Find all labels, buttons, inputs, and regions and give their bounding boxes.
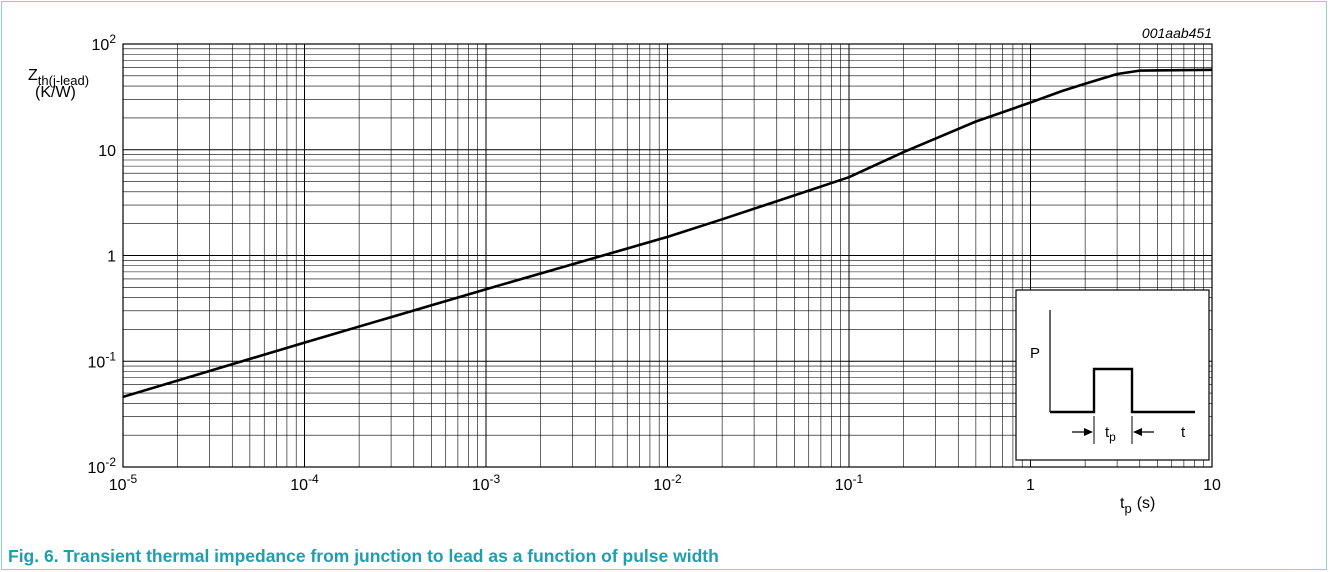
inset-pulse xyxy=(1050,367,1195,414)
x-tick-label: 10-4 xyxy=(290,472,319,494)
inset-arrowhead-right xyxy=(1133,428,1142,436)
x-tick-label: 1 xyxy=(1026,477,1035,494)
x-tick-label: 10-2 xyxy=(653,472,682,494)
x-tick-label: 10-1 xyxy=(835,472,864,494)
inset-y-label: P xyxy=(1030,345,1040,362)
y-tick-label: 10-2 xyxy=(88,455,117,477)
grid-major xyxy=(123,44,1212,467)
thermal-impedance-chart: 10-5 10-4 10-3 10-2 10-1 1 10 10-2 10-1 1 10 102 0… xyxy=(28,25,1221,516)
inset-arrowhead-left xyxy=(1084,428,1093,436)
inset-x-label: t xyxy=(1181,424,1186,441)
y-tick-label: 1 xyxy=(107,249,116,266)
x-axis-label: tp (s) xyxy=(1120,495,1155,516)
figure-id-label: 001aab451 xyxy=(1142,25,1212,41)
y-tick-labels: 10-2 10-1 1 10 102 xyxy=(88,32,117,477)
inset-pulse-label: tp xyxy=(1105,424,1116,444)
x-tick-label: 10-5 xyxy=(109,472,138,494)
y-tick-label: 10 xyxy=(98,143,116,160)
series-line xyxy=(122,68,1213,399)
x-tick-label: 10-3 xyxy=(472,472,501,494)
y-axis-unit: (K/W) xyxy=(35,84,76,101)
y-axis-label: Zth(j-lead) xyxy=(28,67,89,88)
x-tick-labels: 10-5 10-4 10-3 10-2 10-1 1 10 xyxy=(109,472,1221,494)
y-tick-label: 102 xyxy=(92,32,117,54)
plot-border xyxy=(122,43,1213,468)
figure-caption: Fig. 6. Transient thermal impedance from… xyxy=(8,546,719,566)
pulse-inset: P t tp xyxy=(1015,289,1210,461)
x-tick-label: 10 xyxy=(1203,477,1221,494)
inset-box xyxy=(1015,289,1210,461)
y-tick-label: 10-1 xyxy=(88,349,117,371)
